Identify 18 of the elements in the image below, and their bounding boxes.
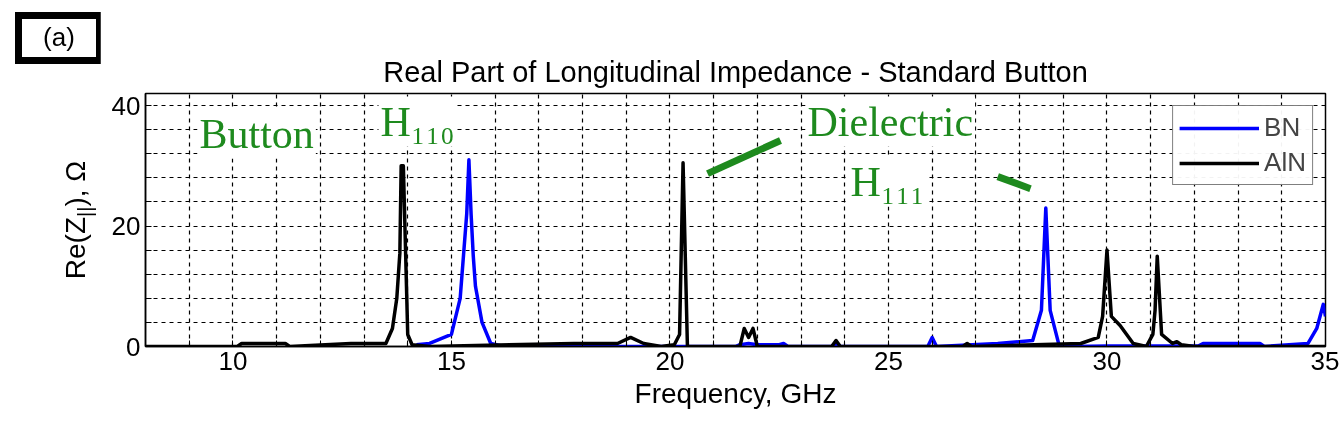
x-tick-label: 25 bbox=[874, 345, 903, 376]
y-tick-label: 40 bbox=[111, 90, 141, 121]
annotation: H₁₁₁ bbox=[850, 158, 925, 205]
x-axis-title: Frequency, GHz bbox=[634, 377, 837, 409]
x-tick-label: 35 bbox=[1310, 345, 1339, 376]
chart-title: Real Part of Longitudinal Impedance - Standard Button bbox=[383, 55, 1088, 88]
x-tick-label: 30 bbox=[1092, 345, 1122, 376]
annotation: Dielectric bbox=[807, 98, 974, 145]
annotation: H₁₁₀ bbox=[380, 98, 455, 145]
x-tick-label: 15 bbox=[436, 345, 466, 376]
x-tick-label: 20 bbox=[655, 345, 685, 376]
text: (a) bbox=[15, 12, 103, 64]
y-tick-label: 20 bbox=[111, 211, 141, 242]
x-tick-label: 10 bbox=[218, 345, 248, 376]
y-tick-label: 0 bbox=[126, 331, 141, 362]
legend-label: BN bbox=[1264, 112, 1301, 143]
annotation: Button bbox=[199, 110, 314, 157]
legend-label: AlN bbox=[1264, 147, 1306, 178]
